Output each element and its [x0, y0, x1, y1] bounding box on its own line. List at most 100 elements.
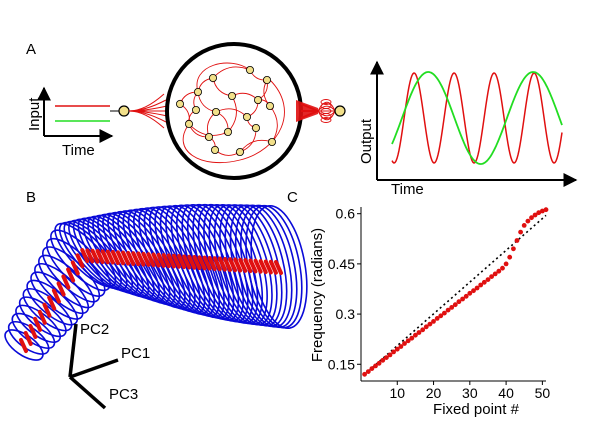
fixed-point-marker [75, 253, 85, 269]
fixed-point-dot [420, 327, 426, 333]
fixed-point-marker [66, 267, 76, 283]
input-y-label: Input [26, 97, 43, 131]
fixed-point-dot [405, 338, 411, 344]
fixed-point-dot [485, 277, 491, 282]
fixed-point-marker [233, 257, 243, 273]
fixed-point-dot [365, 369, 371, 374]
fixed-point-dot [518, 229, 523, 235]
input-plot: Input Time [26, 86, 114, 159]
fixed-point-markers [19, 248, 283, 353]
output-fan-projections [296, 99, 336, 123]
fixed-point-marker [23, 330, 33, 346]
fixed-point-marker [105, 249, 115, 265]
fixed-point-marker [253, 258, 263, 274]
fixed-point-marker [156, 252, 166, 268]
fixed-point-marker [166, 253, 176, 269]
fixed-point-marker [61, 274, 71, 290]
fixed-point-dot [452, 302, 458, 308]
fixed-point-dot [369, 366, 375, 371]
fixed-point-marker [100, 249, 110, 265]
fixed-point-dot [362, 371, 367, 377]
trajectory-loop [18, 296, 67, 338]
panel-a-letter: A [26, 41, 36, 58]
fixed-point-dot [438, 313, 444, 319]
fixed-point-dot [416, 330, 422, 335]
frequency-chart: 10 20 30 40 50 0.15 0.3 0.45 0.6 Frequency (radi… [309, 206, 550, 418]
reservoir-neuron [265, 102, 274, 111]
fixed-point-marker [212, 256, 222, 272]
x-tick-label: 20 [426, 385, 442, 401]
panel-b-letter: B [26, 189, 36, 206]
input-x-label: Time [62, 142, 95, 159]
fixed-point-dot [456, 299, 462, 305]
pc2-label: PC2 [80, 321, 109, 338]
fixed-point-marker [197, 255, 207, 271]
trajectory-loop [50, 229, 111, 292]
fixed-point-marker [33, 316, 43, 332]
fixed-point-dot [402, 341, 407, 346]
fixed-point-marker [258, 259, 268, 275]
fixed-point-dot [532, 212, 538, 218]
output-green-sine [391, 71, 563, 165]
chart-ticks: 10 20 30 40 50 0.15 0.3 0.45 0.6 [328, 206, 551, 401]
fixed-point-marker [126, 250, 136, 266]
reservoir-neuron [175, 100, 184, 109]
fixed-point-marker [182, 254, 192, 270]
fixed-point-marker [161, 253, 171, 269]
fan-in-line [128, 110, 165, 129]
fixed-point-dot [481, 279, 487, 285]
fixed-point-dot [409, 335, 415, 341]
fixed-point-dot [442, 310, 447, 316]
trajectory-loop [34, 263, 90, 314]
fixed-point-dot [511, 246, 516, 252]
fan-out-wedge [296, 100, 318, 122]
reservoir-neuron [245, 66, 254, 75]
fixed-point-dot [463, 293, 469, 299]
fixed-point-dot [503, 261, 509, 267]
reservoir-neuron [193, 88, 202, 97]
fixed-point-dot [543, 207, 549, 213]
fixed-point-marker [28, 323, 38, 339]
fixed-point-marker [151, 252, 161, 268]
fixed-point-dot [496, 268, 502, 274]
fixed-point-marker [80, 248, 90, 264]
panel-c: C 10 20 30 40 50 0.15 0.3 0.45 0.6 Frequency (ra… [287, 189, 550, 418]
trajectory-loop [4, 329, 44, 361]
x-tick-label: 40 [498, 385, 514, 401]
reservoir-neurons [175, 66, 276, 156]
chart-series [362, 207, 549, 377]
y-tick-label: 0.3 [336, 306, 356, 322]
reservoir-neuron [242, 113, 251, 122]
fixed-point-dot [507, 254, 513, 260]
pca-trajectory-loops [4, 203, 308, 361]
y-tick-label: 0.45 [328, 256, 355, 272]
fixed-point-marker [131, 251, 141, 267]
pc3-axis [68, 375, 107, 410]
fixed-point-dot [529, 215, 534, 221]
pc1-label: PC1 [121, 345, 150, 362]
fixed-point-marker [95, 249, 105, 264]
fixed-point-marker [274, 260, 283, 275]
fan-out-loop [317, 101, 336, 112]
fixed-point-dot [514, 238, 520, 243]
fixed-point-marker [121, 250, 131, 266]
trajectory-loop [175, 204, 240, 321]
fixed-point-marker [85, 248, 95, 264]
fixed-point-marker [141, 251, 151, 267]
y-tick-label: 0.15 [328, 356, 355, 372]
reservoir-neuron [204, 132, 213, 141]
fixed-point-marker [207, 255, 217, 271]
fixed-point-dot [474, 285, 480, 291]
fixed-point-dot [373, 363, 378, 369]
fixed-point-marker [202, 255, 212, 271]
fan-out-loop [317, 110, 336, 117]
x-tick-label: 10 [389, 385, 405, 401]
output-plot: Output Time [358, 60, 578, 198]
fixed-point-dot [376, 360, 382, 366]
fixed-point-marker [177, 254, 187, 269]
reservoir-neuron [253, 96, 262, 105]
pc2-axis [68, 323, 78, 378]
fixed-point-dot [489, 274, 494, 279]
reservoir-neuron [235, 147, 244, 156]
